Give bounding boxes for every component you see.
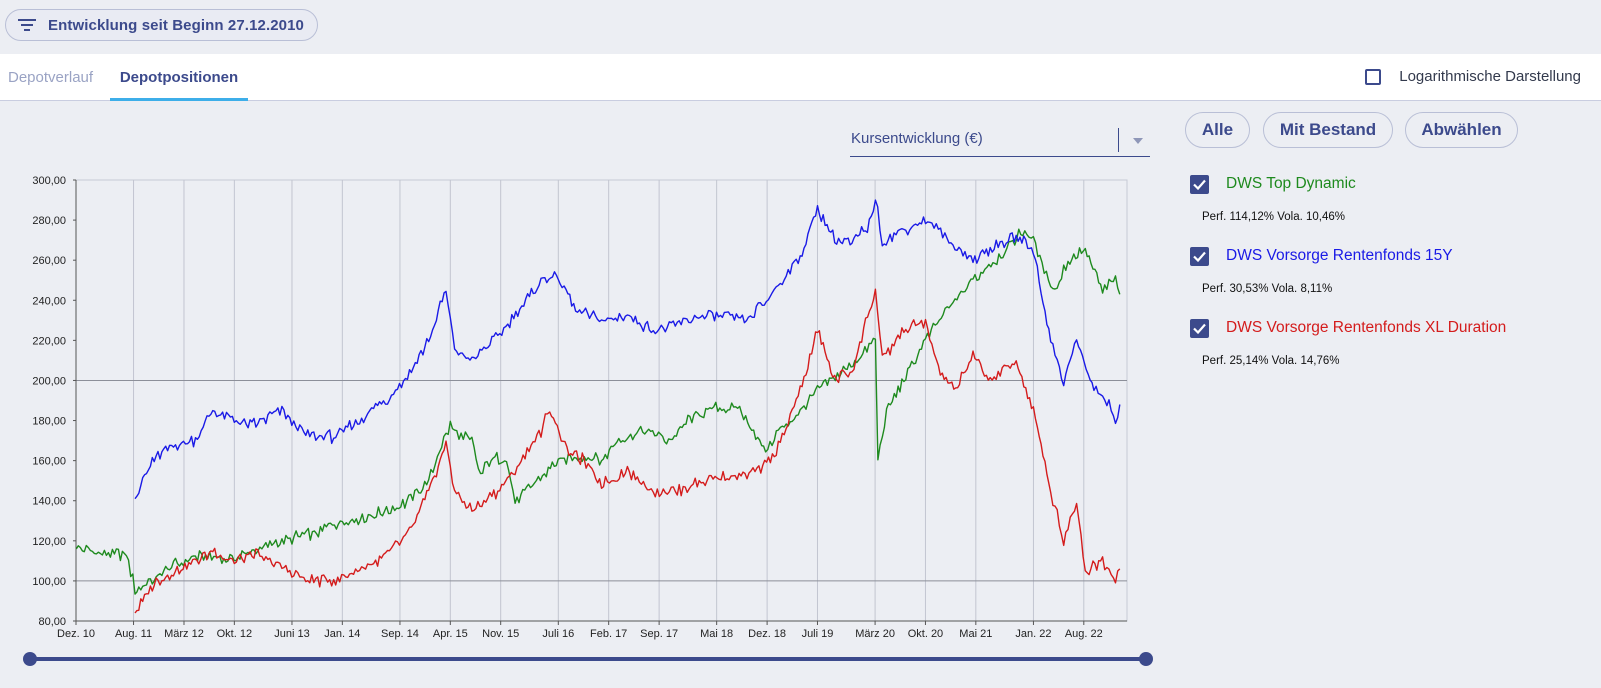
y-tick-label: 140,00 — [32, 496, 66, 508]
price-chart: Dez. 10 Aug. 11 März 12 Okt. 12 Juni 13 Jan. … — [32, 175, 1128, 640]
x-tick-label: März 20 — [855, 628, 895, 640]
log-scale-label: Logarithmische Darstellung — [1399, 68, 1581, 85]
y-tick-label: 200,00 — [32, 375, 66, 387]
tab-depotpositionen[interactable]: Depotpositionen — [110, 54, 248, 101]
tab-bar: Depotverlauf Depotpositionen Logarithmis… — [0, 54, 1601, 101]
x-tick-label: Sep. 14 — [381, 628, 419, 640]
legend-name[interactable]: DWS Top Dynamic — [1226, 175, 1356, 192]
check-icon — [1193, 323, 1206, 334]
x-tick-label: Nov. 15 — [482, 628, 519, 640]
check-icon — [1193, 251, 1206, 262]
series-line — [134, 288, 1121, 614]
slider-start-handle[interactable] — [23, 652, 37, 666]
y-tick-label: 100,00 — [32, 576, 66, 588]
legend-stats: Perf. 30,53% Vola. 8,11% — [1202, 283, 1333, 295]
period-filter-label: Entwicklung seit Beginn 27.12.2010 — [48, 16, 304, 34]
legend-item-rentenfonds-15y: DWS Vorsorge Rentenfonds 15Y Perf. 30,53… — [1190, 247, 1590, 307]
x-tick-label: Okt. 12 — [217, 628, 252, 640]
x-tick-label: Sep. 17 — [640, 628, 678, 640]
y-tick-label: 220,00 — [32, 335, 66, 347]
chart-mode-value: Kursentwicklung (€) — [851, 130, 983, 147]
y-tick-label: 300,00 — [32, 175, 66, 187]
with-stock-button[interactable]: Mit Bestand — [1263, 112, 1393, 148]
slider-track[interactable] — [30, 657, 1146, 661]
log-scale-checkbox[interactable] — [1365, 68, 1382, 85]
y-tick-label: 280,00 — [32, 215, 66, 227]
tab-depotpositionen-label: Depotpositionen — [119, 68, 239, 86]
filter-icon — [18, 19, 36, 31]
x-tick-label: Feb. 17 — [590, 628, 627, 640]
x-tick-label: Aug. 11 — [115, 628, 152, 640]
log-scale-toggle[interactable]: Logarithmische Darstellung — [1365, 68, 1581, 85]
plot-area — [75, 179, 1128, 622]
period-filter-button[interactable]: Entwicklung seit Beginn 27.12.2010 — [5, 9, 318, 41]
x-tick-label: Dez. 18 — [748, 628, 786, 640]
y-tick-label: 240,00 — [32, 295, 66, 307]
x-tick-label: März 12 — [164, 628, 204, 640]
y-tick-label: 260,00 — [32, 255, 66, 267]
chart-mode-select[interactable]: Kursentwicklung (€) — [850, 126, 1150, 157]
x-tick-label: Dez. 10 — [57, 628, 95, 640]
legend-checkbox[interactable] — [1190, 175, 1209, 194]
chevron-down-icon[interactable] — [1133, 138, 1143, 144]
legend-checkbox[interactable] — [1190, 247, 1209, 266]
x-tick-label: Juni 13 — [274, 628, 309, 640]
legend-stats: Perf. 25,14% Vola. 14,76% — [1202, 355, 1340, 367]
check-icon — [1193, 179, 1206, 190]
tab-depotverlauf-label: Depotverlauf — [8, 68, 94, 86]
select-separator — [1118, 128, 1119, 152]
legend-item-top-dynamic: DWS Top Dynamic Perf. 114,12% Vola. 10,4… — [1190, 175, 1590, 235]
legend-item-rentenfonds-xl: DWS Vorsorge Rentenfonds XL Duration Per… — [1190, 319, 1590, 379]
slider-end-handle[interactable] — [1139, 652, 1153, 666]
series-line — [134, 199, 1121, 500]
x-tick-label: Mai 18 — [700, 628, 733, 640]
legend-checkbox[interactable] — [1190, 319, 1209, 338]
x-tick-label: Juli 16 — [542, 628, 574, 640]
x-tick-label: Jan. 14 — [324, 628, 360, 640]
x-tick-label: Okt. 20 — [908, 628, 943, 640]
x-tick-label: Mai 21 — [959, 628, 992, 640]
x-tick-label: Juli 19 — [802, 628, 834, 640]
legend-name[interactable]: DWS Vorsorge Rentenfonds XL Duration — [1226, 319, 1507, 336]
time-range-slider[interactable] — [23, 652, 1153, 666]
legend-stats: Perf. 114,12% Vola. 10,46% — [1202, 211, 1345, 223]
x-tick-label: Jan. 22 — [1015, 628, 1051, 640]
y-tick-label: 180,00 — [32, 416, 66, 428]
active-tab-indicator — [110, 98, 248, 101]
y-tick-label: 80,00 — [38, 616, 66, 628]
tab-depotverlauf[interactable]: Depotverlauf — [8, 54, 93, 100]
deselect-button[interactable]: Abwählen — [1405, 112, 1518, 148]
x-tick-label: Aug. 22 — [1065, 628, 1103, 640]
filter-bar: Entwicklung seit Beginn 27.12.2010 — [0, 0, 1601, 54]
x-tick-label: Apr. 15 — [433, 628, 468, 640]
legend-name[interactable]: DWS Vorsorge Rentenfonds 15Y — [1226, 247, 1453, 264]
y-tick-label: 120,00 — [32, 536, 66, 548]
select-all-button[interactable]: Alle — [1185, 112, 1250, 148]
series-line — [75, 228, 1121, 595]
y-tick-label: 160,00 — [32, 456, 66, 468]
